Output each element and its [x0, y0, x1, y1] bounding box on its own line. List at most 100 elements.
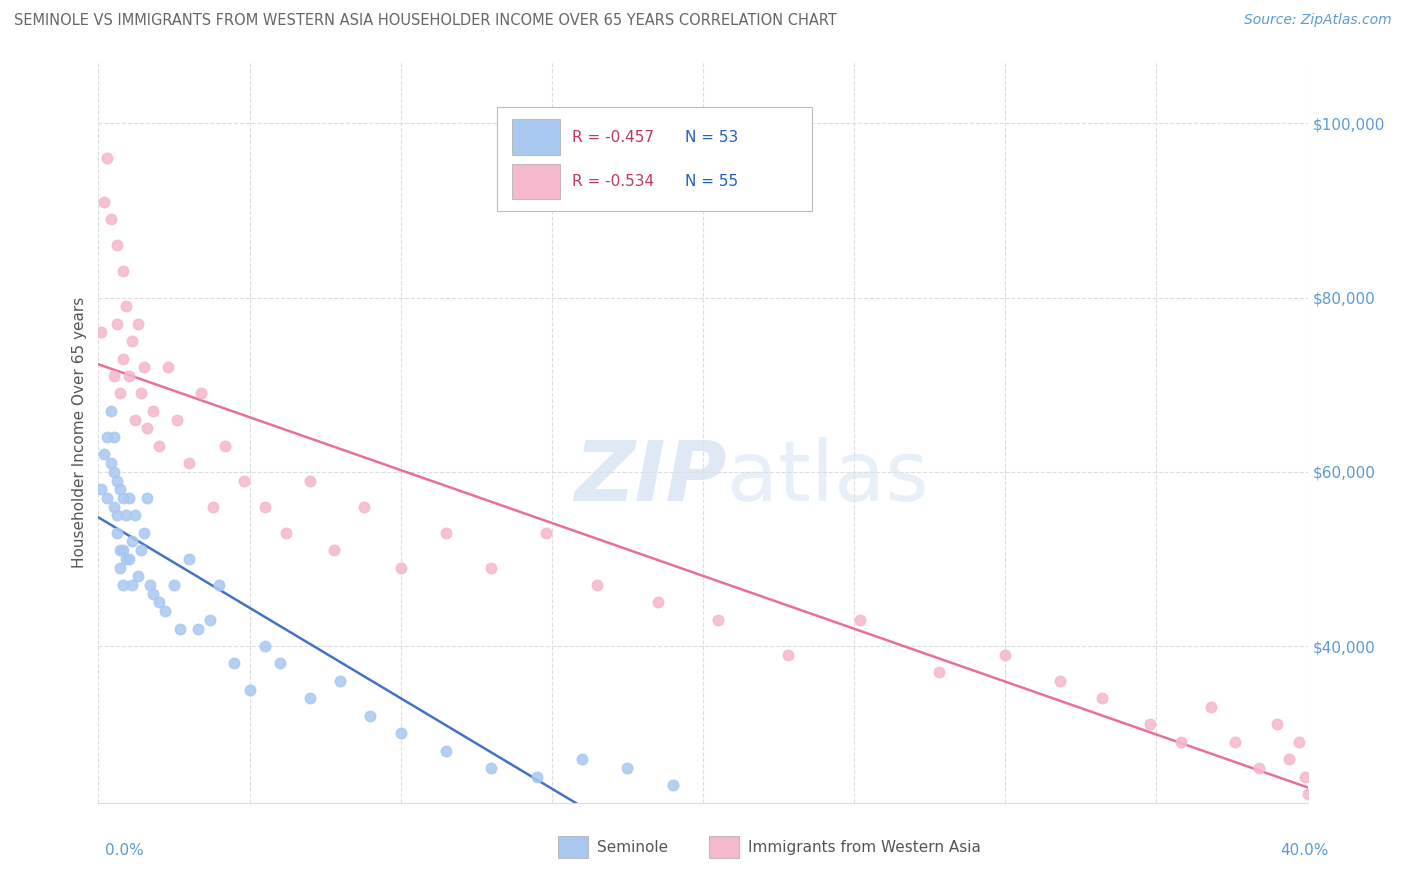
Point	[269, 657, 291, 671]
Point	[360, 708, 382, 723]
Point	[179, 456, 201, 470]
Point	[1294, 770, 1316, 784]
Point	[353, 500, 375, 514]
Point	[166, 412, 188, 426]
Point	[105, 508, 128, 523]
Point	[135, 421, 157, 435]
Point	[776, 648, 799, 662]
Point	[135, 491, 157, 505]
Point	[274, 525, 297, 540]
Point	[1199, 700, 1222, 714]
Point	[163, 578, 186, 592]
Text: SEMINOLE VS IMMIGRANTS FROM WESTERN ASIA HOUSEHOLDER INCOME OVER 65 YEARS CORREL: SEMINOLE VS IMMIGRANTS FROM WESTERN ASIA…	[14, 13, 837, 29]
Point	[253, 500, 276, 514]
Point	[481, 560, 503, 574]
Point	[103, 465, 125, 479]
Point	[389, 560, 412, 574]
Point	[100, 404, 122, 418]
Point	[132, 525, 155, 540]
Point	[481, 761, 503, 775]
Point	[214, 439, 236, 453]
Point	[434, 743, 457, 757]
Point	[329, 673, 352, 688]
Text: Seminole: Seminole	[596, 839, 668, 855]
Point	[108, 543, 131, 558]
Point	[93, 194, 115, 209]
Point	[105, 317, 128, 331]
Point	[148, 439, 170, 453]
Point	[111, 264, 134, 278]
Point	[124, 508, 146, 523]
Point	[169, 622, 191, 636]
Point	[616, 761, 638, 775]
Point	[1091, 691, 1114, 706]
Text: atlas: atlas	[727, 436, 929, 517]
Point	[127, 569, 149, 583]
Point	[114, 552, 136, 566]
Point	[108, 386, 131, 401]
Point	[534, 525, 557, 540]
Text: 40.0%: 40.0%	[1281, 843, 1329, 858]
Point	[179, 552, 201, 566]
Point	[849, 613, 872, 627]
Point	[108, 560, 131, 574]
Point	[928, 665, 950, 680]
Point	[299, 474, 322, 488]
Text: N = 53: N = 53	[685, 129, 738, 145]
Point	[239, 682, 262, 697]
Point	[190, 386, 212, 401]
Point	[1139, 717, 1161, 731]
Text: N = 55: N = 55	[685, 174, 738, 189]
Point	[105, 525, 128, 540]
Point	[118, 369, 141, 384]
Point	[108, 482, 131, 496]
Point	[124, 412, 146, 426]
Point	[90, 482, 112, 496]
Text: 0.0%: 0.0%	[105, 843, 145, 858]
Point	[127, 317, 149, 331]
Point	[571, 752, 593, 766]
Point	[202, 500, 225, 514]
Point	[1049, 673, 1071, 688]
Point	[647, 595, 669, 609]
Point	[96, 491, 118, 505]
Point	[323, 543, 346, 558]
Point	[224, 657, 246, 671]
Point	[142, 404, 165, 418]
Point	[121, 534, 143, 549]
Point	[434, 525, 457, 540]
Point	[187, 622, 209, 636]
Text: ZIP: ZIP	[575, 436, 727, 517]
Point	[111, 491, 134, 505]
Bar	[709, 836, 740, 858]
Point	[90, 326, 112, 340]
Point	[100, 212, 122, 227]
Point	[114, 508, 136, 523]
Point	[142, 587, 165, 601]
Point	[93, 447, 115, 461]
Point	[1278, 752, 1301, 766]
Text: R = -0.457: R = -0.457	[572, 129, 654, 145]
Point	[232, 474, 254, 488]
FancyBboxPatch shape	[498, 107, 811, 211]
Point	[105, 238, 128, 252]
Point	[111, 578, 134, 592]
Text: Immigrants from Western Asia: Immigrants from Western Asia	[748, 839, 980, 855]
Point	[253, 639, 276, 653]
Point	[129, 543, 152, 558]
Point	[121, 578, 143, 592]
Text: R = -0.534: R = -0.534	[572, 174, 655, 189]
Point	[111, 543, 134, 558]
Point	[200, 613, 222, 627]
Point	[586, 578, 609, 592]
Y-axis label: Householder Income Over 65 years: Householder Income Over 65 years	[72, 297, 87, 568]
Point	[153, 604, 176, 618]
Point	[148, 595, 170, 609]
Point	[96, 151, 118, 165]
Point	[96, 430, 118, 444]
Point	[105, 474, 128, 488]
Point	[129, 386, 152, 401]
Bar	[512, 120, 561, 155]
Point	[1223, 735, 1246, 749]
Point	[103, 430, 125, 444]
